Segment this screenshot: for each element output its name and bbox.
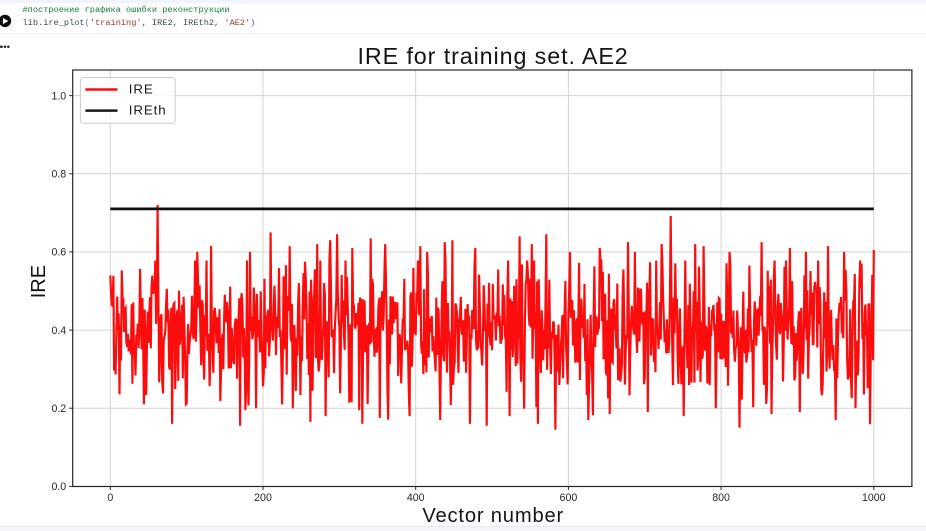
svg-text:1000: 1000 [862,492,886,504]
svg-text:1.0: 1.0 [51,90,66,102]
svg-text:200: 200 [254,492,272,504]
svg-text:0.4: 0.4 [51,325,66,337]
svg-text:800: 800 [712,492,730,504]
svg-text:IRE: IRE [129,82,154,97]
svg-text:IREth: IREth [129,103,167,118]
svg-text:0.0: 0.0 [51,481,66,493]
svg-text:400: 400 [407,492,425,504]
svg-text:0: 0 [107,492,113,504]
svg-text:0.2: 0.2 [51,403,66,415]
svg-text:IRE for training set. AE2: IRE for training set. AE2 [358,43,629,69]
svg-text:600: 600 [560,492,578,504]
svg-text:IRE: IRE [28,265,50,298]
svg-text:0.6: 0.6 [51,247,66,259]
svg-text:Vector number: Vector number [422,505,564,527]
svg-text:0.8: 0.8 [51,169,66,181]
